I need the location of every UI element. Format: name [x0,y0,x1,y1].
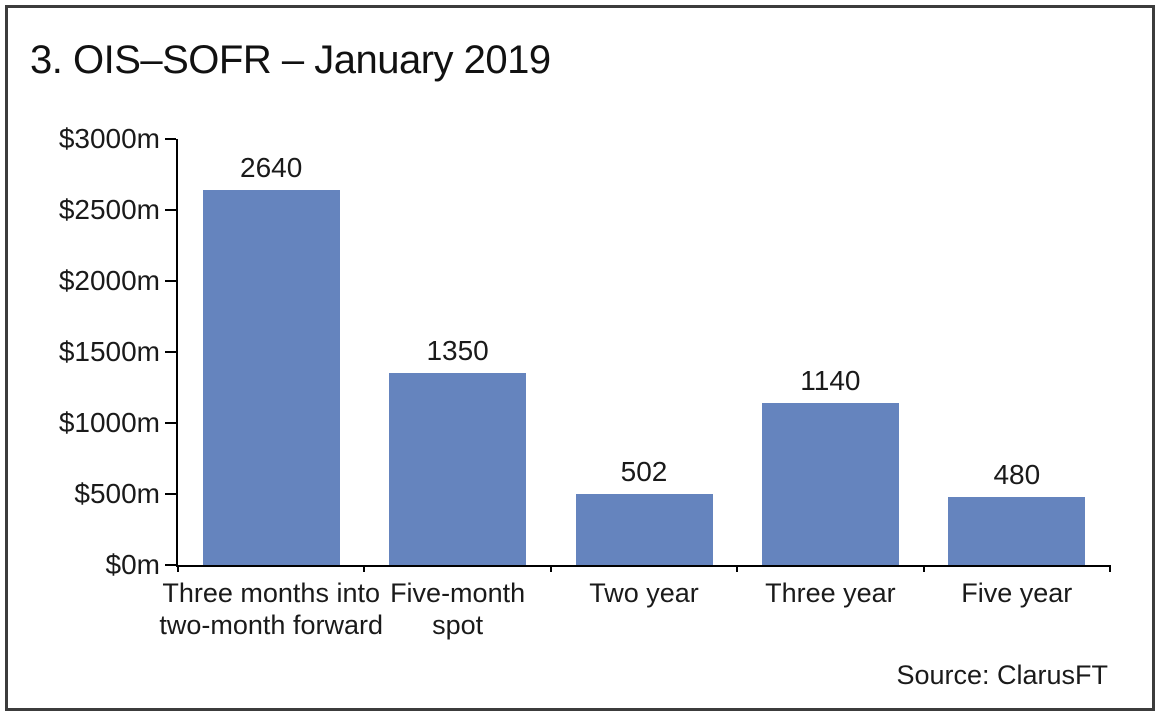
chart-title: 3. OIS–SOFR – January 2019 [30,38,551,82]
x-axis-tick [363,565,366,572]
y-axis-tick [165,209,176,211]
bar-5 [948,497,1086,565]
x-axis-tick [736,565,739,572]
x-axis-tick [177,565,179,572]
bar-3 [575,494,713,565]
y-tick-label: $1000m [58,407,160,438]
bar-4 [761,403,899,565]
y-tick-label: $2500m [58,194,160,225]
x-category-label: Five year [961,578,1073,608]
y-tick-label: $1500m [58,336,160,367]
y-tick-label: $3000m [58,123,160,154]
x-category-label: Five-month spot [390,578,526,640]
x-axis-labels: Three months into two-month forward Five-… [159,577,1110,647]
bar-value-label: 502 [620,456,668,487]
bar-value-label: 2640 [240,152,303,183]
bar-2 [389,373,527,565]
bar-value-label: 1350 [426,335,489,366]
source-label: Source: ClarusFT [896,660,1108,690]
bar-value-label: 1140 [800,365,861,396]
y-axis-tick [165,351,176,353]
bar-value-label: 480 [993,459,1041,490]
y-axis-tick [165,422,176,424]
y-axis-tick [165,138,176,140]
chart-frame-border [5,5,1155,711]
x-category-label: Three year [765,578,896,608]
y-axis-tick [165,564,176,566]
bar-1 [202,190,340,565]
y-axis-labels: $3000m $2500m $2000m $1500m $1000m $500m $0m [0,124,160,580]
y-tick-label: $0m [105,549,160,580]
plot-area: 2640 1350 502 1140 480 [165,138,1111,572]
y-axis-tick [165,493,176,495]
x-category-label: Two year [589,578,699,608]
y-axis-tick [165,280,176,282]
y-axis-line [176,139,178,567]
y-tick-label: $2000m [58,265,160,296]
x-axis-tick [1109,565,1111,572]
x-axis-tick [922,565,925,572]
y-tick-label: $500m [74,478,160,509]
x-axis-tick [549,565,552,572]
x-category-label: Three months into two-month forward [159,578,383,640]
x-axis-line [176,565,1110,567]
